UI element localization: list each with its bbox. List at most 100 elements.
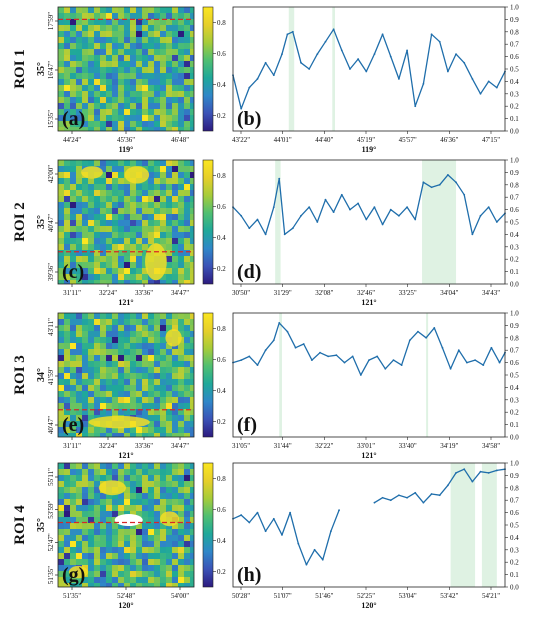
- map-cell: [142, 343, 148, 349]
- map-longitude-label: 121°: [118, 298, 133, 307]
- chart-ytick-label: 0.9: [510, 322, 519, 330]
- map-cell: [142, 481, 148, 487]
- map-cell: [64, 25, 70, 31]
- map-cell: [118, 409, 124, 415]
- map-cell: [118, 97, 124, 103]
- map-cell: [130, 208, 136, 214]
- map-cell: [100, 391, 106, 397]
- map-cell: [124, 475, 130, 481]
- map-cell: [124, 565, 130, 571]
- chart-ytick-label: 0.4: [510, 78, 519, 86]
- map-cell: [124, 385, 130, 391]
- map-cell: [160, 583, 166, 587]
- map-cell: [112, 463, 118, 469]
- map-cell: [172, 19, 178, 25]
- chart-xtick-label: 34'58": [482, 442, 500, 450]
- map-cell: [142, 517, 148, 523]
- map-cell: [130, 481, 136, 487]
- map-cell: [148, 547, 154, 553]
- map-cell: [184, 391, 190, 397]
- map-cell: [184, 31, 190, 37]
- map-cell: [58, 220, 64, 226]
- map-cell: [166, 529, 172, 535]
- chart-data-point: [422, 181, 425, 184]
- map-cell: [70, 403, 76, 409]
- map-cell: [106, 469, 112, 475]
- chart-xtick-label: 32'22": [315, 442, 333, 450]
- map-cell: [124, 337, 130, 343]
- map-cell: [142, 232, 148, 238]
- map-cell: [178, 7, 184, 13]
- map-cell: [166, 115, 172, 121]
- map-cell: [100, 109, 106, 115]
- chart-data-point: [406, 49, 408, 52]
- map-cell: [172, 103, 178, 109]
- map-cell: [160, 391, 166, 397]
- chart-data-point: [479, 214, 482, 217]
- map-cell: [190, 7, 194, 13]
- map-cell: [190, 226, 194, 232]
- map-cell: [124, 541, 130, 547]
- map-cell: [130, 214, 136, 220]
- map-cell: [148, 49, 154, 55]
- map-cell: [58, 121, 64, 127]
- map-cell: [76, 166, 82, 172]
- chart-data-point: [272, 74, 275, 77]
- map-cell: [70, 325, 76, 331]
- map-cell: [130, 505, 136, 511]
- map-cell: [94, 121, 100, 127]
- map-cell: [106, 127, 112, 131]
- colorbar-tick-label: 0.4: [217, 537, 226, 545]
- map-cell: [112, 409, 118, 415]
- map-cell: [106, 505, 112, 511]
- map-cell: [100, 349, 106, 355]
- map-cell: [124, 160, 130, 166]
- map-cell: [112, 250, 118, 256]
- map-cell: [106, 565, 112, 571]
- map-cell: [76, 577, 82, 583]
- map-cell: [112, 469, 118, 475]
- map-cell: [58, 7, 64, 13]
- map-cell: [172, 523, 178, 529]
- map-cell: [106, 577, 112, 583]
- chart-data-point: [406, 496, 408, 499]
- map-cell: [58, 499, 64, 505]
- chart-ytick-label: 0.8: [510, 181, 519, 189]
- map-cell: [112, 61, 118, 67]
- map-cell: [94, 367, 100, 373]
- chart-ytick-label: 0.0: [510, 128, 519, 136]
- chart-data-point: [438, 183, 441, 186]
- map-cell: [70, 421, 76, 427]
- map-cell: [112, 337, 118, 343]
- map-cell: [136, 91, 142, 97]
- map-cell: [130, 409, 136, 415]
- map-cell: [136, 49, 142, 55]
- map-cell: [94, 511, 100, 517]
- map-cell: [112, 343, 118, 349]
- map-cell: [148, 493, 154, 499]
- map-cell: [166, 361, 172, 367]
- map-cell: [64, 529, 70, 535]
- map-cell: [70, 463, 76, 469]
- map-cell: [142, 61, 148, 67]
- map-cell: [154, 337, 160, 343]
- map-cell: [64, 415, 70, 421]
- map-cell: [136, 238, 142, 244]
- map-cell: [178, 232, 184, 238]
- map-cell: [130, 19, 136, 25]
- chart-data-point: [430, 33, 433, 36]
- map-cell: [172, 433, 178, 437]
- map-cell: [148, 421, 154, 427]
- map-cell: [166, 25, 172, 31]
- map-cell: [124, 559, 130, 565]
- map-cell: [118, 262, 124, 268]
- map-cell: [76, 103, 82, 109]
- map-cell: [76, 220, 82, 226]
- map-cell: [178, 403, 184, 409]
- map-cell: [82, 553, 88, 559]
- map-cell: [184, 274, 190, 280]
- map-cell: [100, 73, 106, 79]
- map-cell: [94, 517, 100, 523]
- map-cell: [172, 571, 178, 577]
- map-cell: [58, 433, 64, 437]
